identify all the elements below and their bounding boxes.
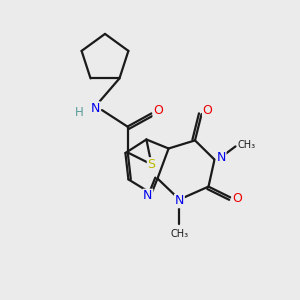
Text: O: O [232, 192, 242, 206]
Text: CH₃: CH₃ [238, 140, 256, 150]
Text: O: O [203, 104, 212, 117]
Text: S: S [148, 158, 155, 171]
Text: N: N [216, 151, 226, 164]
Text: CH₃: CH₃ [170, 229, 188, 239]
Text: H: H [74, 106, 83, 119]
Text: N: N [91, 102, 100, 115]
Text: N: N [175, 194, 184, 208]
Text: N: N [143, 189, 153, 203]
Text: O: O [153, 104, 163, 118]
